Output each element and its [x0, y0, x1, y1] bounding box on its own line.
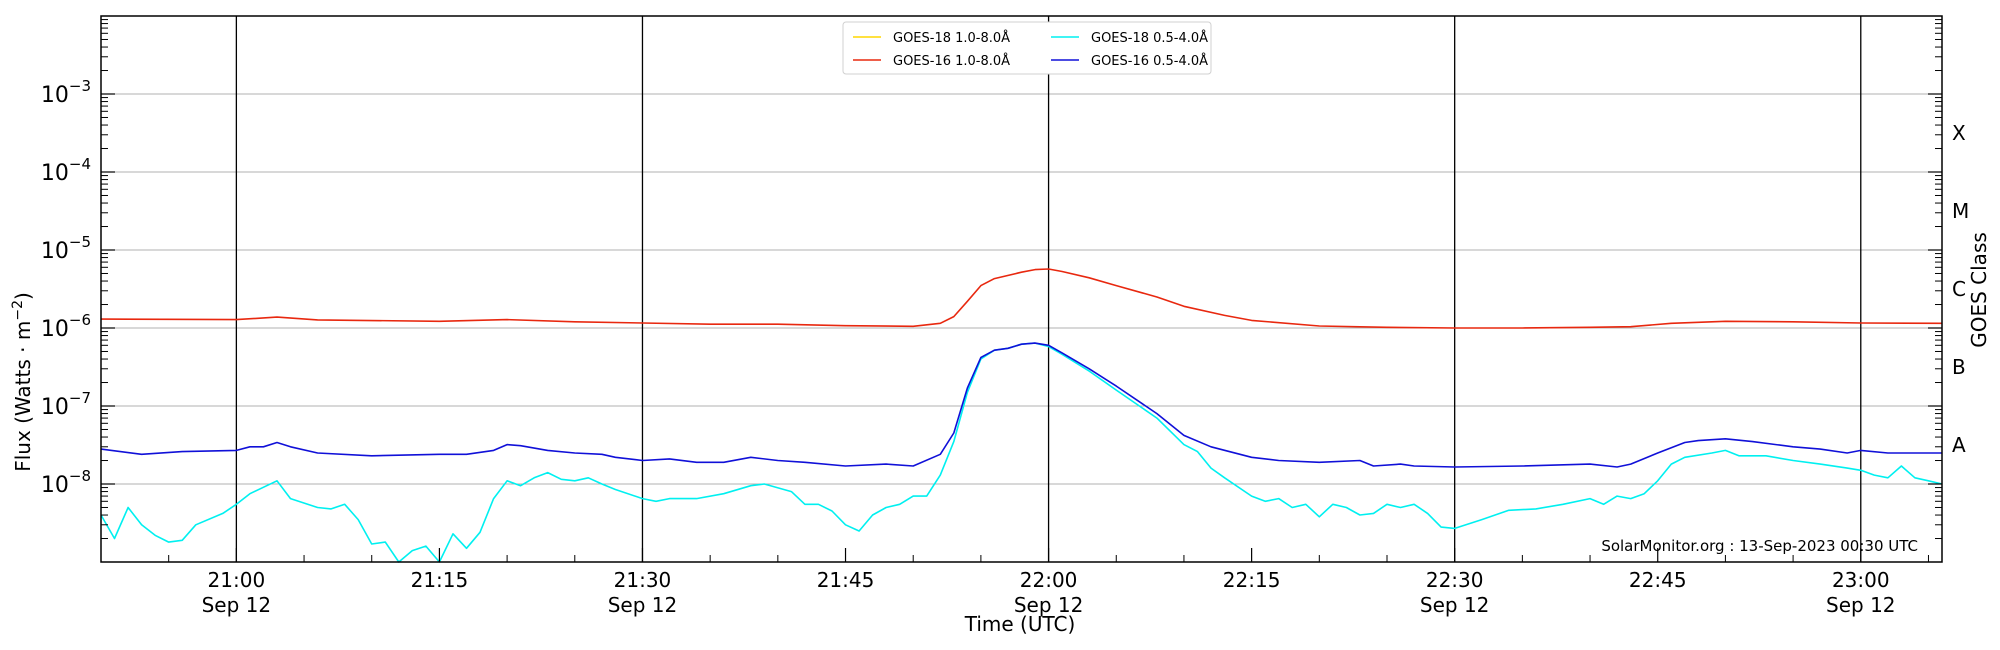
x-tick-date: Sep 12	[1420, 593, 1490, 617]
y-tick-label: 10−3	[41, 77, 91, 108]
grid	[101, 93, 1942, 485]
legend-box	[842, 21, 1212, 75]
legend-label: GOES-16 1.0-8.0Å	[893, 53, 1010, 69]
goes-class-x: X	[1952, 121, 1966, 145]
x-tick-label: 23:00	[1832, 568, 1890, 592]
x-tick-label: 22:45	[1629, 568, 1687, 592]
x-tick-label: 22:30	[1426, 568, 1484, 592]
series-lines	[100, 268, 1943, 563]
goes-class-axis: A B C M X	[1952, 121, 1969, 457]
x-tick-date: Sep 12	[202, 593, 272, 617]
x-axis-label: Time (UTC)	[964, 612, 1076, 636]
series-line-3	[100, 342, 1942, 468]
series-line-2	[100, 342, 1943, 563]
y-tick-label: 10−4	[41, 155, 91, 186]
x-tick-label: 22:15	[1223, 568, 1281, 592]
time-markers	[235, 16, 1862, 562]
y-tick-label: 10−7	[41, 389, 91, 420]
goes-class-c: C	[1952, 277, 1966, 301]
x-tick-label: 21:30	[614, 568, 672, 592]
legend-label: GOES-18 0.5-4.0Å	[1091, 30, 1208, 46]
x-tick-date: Sep 12	[1826, 593, 1896, 617]
goes-class-m: M	[1952, 199, 1969, 223]
goes-class-b: B	[1952, 355, 1966, 379]
x-tick-date: Sep 12	[1014, 593, 1084, 617]
y-axis: 10−8 10−7 10−6 10−5 10−4 10−3	[41, 19, 1942, 540]
y-tick-label: 10−8	[41, 467, 91, 498]
y-tick-label: 10−6	[41, 311, 91, 342]
source-annotation: SolarMonitor.org : 13-Sep-2023 00:30 UTC	[1601, 537, 1918, 555]
x-tick-label: 21:00	[208, 568, 266, 592]
x-tick-label: 21:15	[411, 568, 469, 592]
x-tick-label: 21:45	[817, 568, 875, 592]
series-line-1	[100, 268, 1943, 329]
legend-label: GOES-18 1.0-8.0Å	[893, 30, 1010, 46]
legend-label: GOES-16 0.5-4.0Å	[1091, 53, 1208, 69]
y-axis-label: Flux (Watts · m−2)	[10, 292, 35, 472]
goes-class-a: A	[1952, 433, 1966, 457]
x-tick-date: Sep 12	[608, 593, 678, 617]
legend: GOES-18 1.0-8.0Å GOES-16 1.0-8.0Å GOES-18 …	[842, 21, 1212, 75]
y-tick-label: 10−5	[41, 233, 91, 264]
x-tick-label: 22:00	[1020, 568, 1078, 592]
plot-frame	[100, 15, 1943, 563]
goes-class-label: GOES Class	[1967, 232, 1991, 348]
